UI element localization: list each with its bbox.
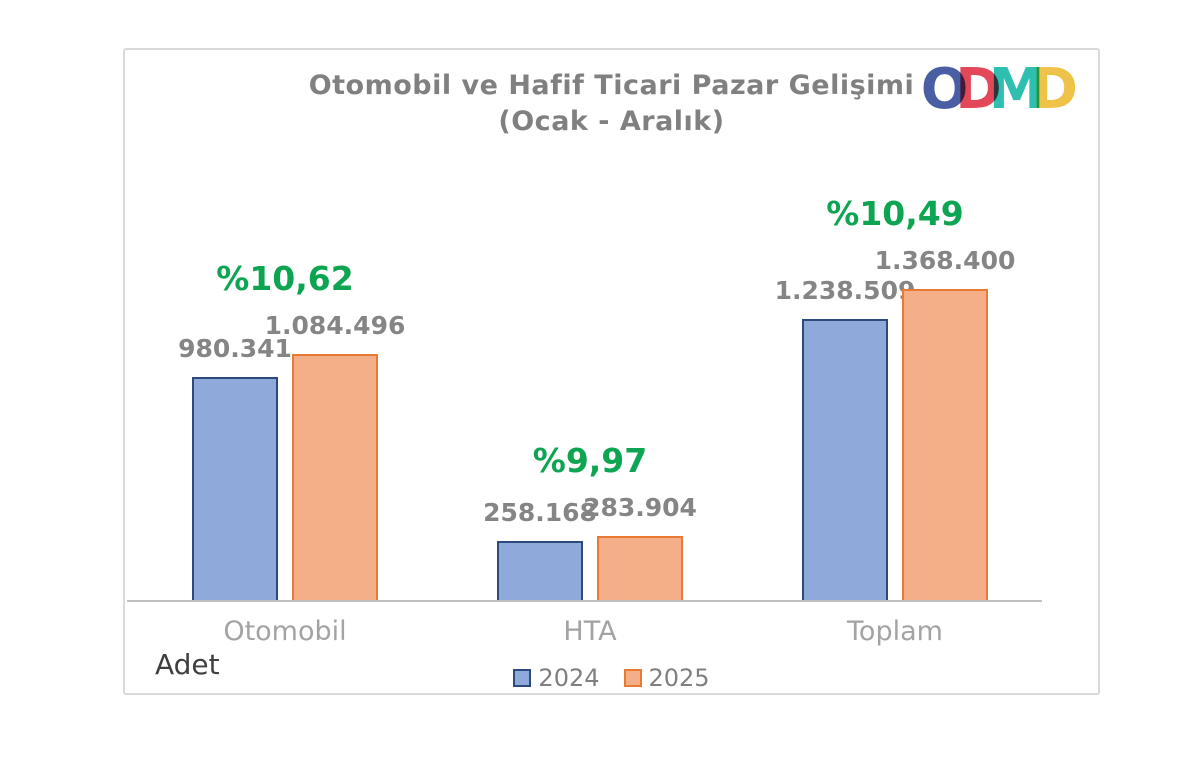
growth-label-otomobil: %10,62 [216, 259, 354, 298]
bar-2025-hta [597, 536, 683, 600]
value-label-2024-toplam: 1.238.509 [774, 276, 916, 305]
value-label-2024-hta: 258.168 [483, 498, 597, 527]
chart-title-line1: Otomobil ve Hafif Ticari Pazar Gelişimi [308, 70, 915, 101]
logo-letter-2: M [988, 57, 1045, 122]
legend-item-2025: 2025 [623, 664, 710, 692]
odmd-logo: ODMD [921, 60, 1078, 120]
plot-area: 980.341 1.084.496 %10,62 258.168 283.904 %9,9… [127, 50, 1046, 602]
chart-title: Otomobil ve Hafif Ticari Pazar Gelişimi … [125, 68, 1098, 140]
legend-item-2024: 2024 [513, 664, 600, 692]
logo-letter-3: D [1031, 57, 1078, 122]
value-label-2025-otomobil: 1.084.496 [264, 311, 406, 340]
legend-label-2024: 2024 [538, 664, 600, 692]
growth-label-hta: %9,97 [532, 441, 648, 480]
bar-2025-toplam [902, 289, 988, 600]
growth-label-toplam: %10,49 [826, 194, 964, 233]
category-label-toplam: Toplam [847, 616, 943, 647]
y-axis-label: Adet [155, 648, 220, 681]
x-axis-line [127, 600, 1042, 602]
legend-swatch-2024 [513, 669, 532, 687]
bar-2024-toplam [802, 319, 888, 600]
value-label-2025-toplam: 1.368.400 [874, 246, 1016, 275]
legend: 2024 2025 [125, 664, 1098, 692]
chart-title-line2: (Ocak - Aralık) [498, 106, 725, 137]
bar-2024-hta [497, 541, 583, 600]
value-label-2024-otomobil: 980.341 [178, 334, 292, 363]
logo-letter-1: D [955, 57, 1002, 122]
category-label-hta: HTA [563, 616, 617, 647]
category-label-otomobil: Otomobil [223, 616, 347, 647]
legend-swatch-2025 [623, 669, 642, 687]
bar-2024-otomobil [192, 377, 278, 600]
value-label-2025-hta: 283.904 [583, 493, 697, 522]
bar-2025-otomobil [292, 354, 378, 600]
chart-card: Otomobil ve Hafif Ticari Pazar Gelişimi … [123, 48, 1100, 695]
logo-letter-0: O [920, 57, 969, 122]
legend-label-2025: 2025 [648, 664, 710, 692]
